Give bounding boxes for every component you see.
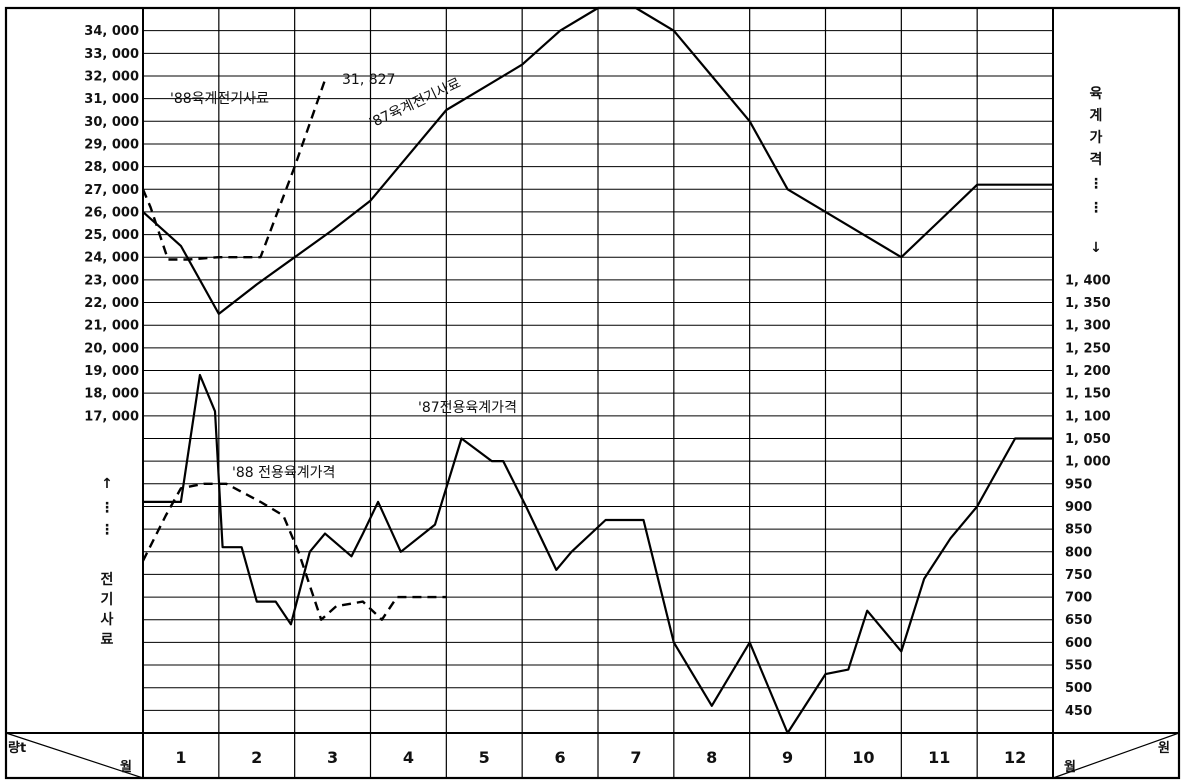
series-end-label-88-feed: 31, 827 <box>342 72 395 88</box>
series-label-88-feed: '88육계전기사료 <box>170 91 269 107</box>
outer-frame <box>4 6 1181 780</box>
left-axis-tick-label: 28, 000 <box>84 160 139 175</box>
right-corner-top-label: 원 <box>1158 741 1170 756</box>
left-axis-tick-label: 24, 000 <box>84 251 139 266</box>
series-line-4 <box>141 482 447 621</box>
left-corner-diagonal <box>5 732 144 779</box>
right-axis-tick-label: 600 <box>1065 636 1092 651</box>
right-axis-tick-label: 1, 150 <box>1065 387 1111 402</box>
left-axis-tick-label: 33, 000 <box>84 47 139 62</box>
month-label: 11 <box>928 748 950 767</box>
series-label-88-price: '88 전용육계가격 <box>232 465 335 481</box>
left-axis-tick-label: 31, 000 <box>84 92 139 107</box>
left-axis-label-char-4: 료 <box>101 632 114 648</box>
right-axis-ticks: 1, 400 1, 350 1, 300 1, 250 1, 200 1, 150 1, 1… <box>1065 273 1111 718</box>
left-axis-tick-label: 27, 000 <box>84 183 139 198</box>
right-axis-tick-label: 500 <box>1065 681 1092 696</box>
left-axis-tick-label: 32, 000 <box>84 69 139 84</box>
left-axis-tick-label: 23, 000 <box>84 273 139 288</box>
left-axis-label-char-2: 기 <box>101 592 114 608</box>
left-axis-tick-label: 25, 000 <box>84 228 139 243</box>
right-axis-tick-label: 1, 100 <box>1065 409 1111 424</box>
month-label: 7 <box>630 748 641 767</box>
series-line-1 <box>142 6 1053 315</box>
right-axis-tick-label: 800 <box>1065 545 1092 560</box>
month-label: 8 <box>706 748 717 767</box>
month-label: 12 <box>1004 748 1026 767</box>
right-axis-label-char-2: 계 <box>1090 108 1103 124</box>
right-corner-bottom-label: 월 <box>1064 759 1076 775</box>
right-axis-tick-label: 650 <box>1065 613 1092 628</box>
right-axis-tick-label: 900 <box>1065 500 1092 515</box>
left-axis-tick-label: 22, 000 <box>84 296 139 311</box>
left-axis-tick-label: 34, 000 <box>84 24 139 39</box>
left-axis-tick-label: 21, 000 <box>84 319 139 334</box>
right-axis-arrow: ↓ <box>1090 240 1102 256</box>
month-label: 4 <box>403 748 414 767</box>
month-label: 9 <box>782 748 793 767</box>
right-corner-diagonal <box>1052 732 1180 779</box>
right-axis-tick-label: 700 <box>1065 591 1092 606</box>
left-axis-label-char-1: 전 <box>101 571 114 588</box>
right-axis-tick-label: 950 <box>1065 477 1092 492</box>
left-axis-dots: ⋮ <box>100 500 114 516</box>
series-line-2 <box>141 79 327 261</box>
left-axis-tick-label: 19, 000 <box>84 364 139 379</box>
right-axis-tick-label: 750 <box>1065 568 1092 583</box>
right-axis-tick-label: 550 <box>1065 659 1092 674</box>
month-labels: 1 2 3 4 5 6 7 8 9 10 11 12 <box>175 748 1026 767</box>
right-axis-tick-label: 1, 050 <box>1065 432 1111 447</box>
left-corner-bottom-label: 월 <box>120 759 132 775</box>
left-axis-label-char-3: 사 <box>101 612 114 628</box>
month-label: 3 <box>327 748 338 767</box>
right-axis-dots-2: ⋮ <box>1089 200 1103 216</box>
series-line-3 <box>143 373 1053 735</box>
right-axis-tick-label: 1, 400 <box>1065 273 1111 288</box>
month-label: 1 <box>175 748 186 767</box>
right-axis-label-char-4: 격 <box>1090 151 1103 168</box>
right-axis-tick-label: 1, 200 <box>1065 364 1111 379</box>
series-lines <box>141 6 1053 735</box>
left-axis-tick-label: 20, 000 <box>84 341 139 356</box>
left-axis-tick-label: 26, 000 <box>84 205 139 220</box>
chart-grid <box>4 6 1181 780</box>
right-axis-label-char-3: 가 <box>1090 130 1103 146</box>
left-axis-dots-2: ⋮ <box>100 522 114 538</box>
right-axis-tick-label: 1, 250 <box>1065 341 1111 356</box>
month-label: 5 <box>479 748 490 767</box>
right-axis-tick-label: 1, 300 <box>1065 319 1111 334</box>
month-label: 6 <box>555 748 566 767</box>
right-axis-label-char-1: 육 <box>1090 86 1103 102</box>
left-axis-ticks: 34, 000 33, 000 32, 000 31, 000 30, 000 29, 0… <box>84 24 139 424</box>
right-axis-tick-label: 1, 350 <box>1065 296 1111 311</box>
left-axis-tick-label: 17, 000 <box>84 409 139 424</box>
right-axis-tick-label: 850 <box>1065 523 1092 538</box>
left-axis-arrow: ↑ <box>101 476 113 492</box>
month-label: 2 <box>251 748 262 767</box>
left-axis-tick-label: 18, 000 <box>84 387 139 402</box>
right-axis-dots: ⋮ <box>1089 176 1103 192</box>
left-axis-tick-label: 29, 000 <box>84 137 139 152</box>
right-axis-tick-label: 450 <box>1065 704 1092 719</box>
left-axis-tick-label: 30, 000 <box>84 115 139 130</box>
right-axis-tick-label: 1, 000 <box>1065 455 1111 470</box>
series-label-87-price: '87전용육계가격 <box>418 400 517 416</box>
left-corner-top-label: 량t <box>8 741 26 756</box>
month-label: 10 <box>852 748 874 767</box>
